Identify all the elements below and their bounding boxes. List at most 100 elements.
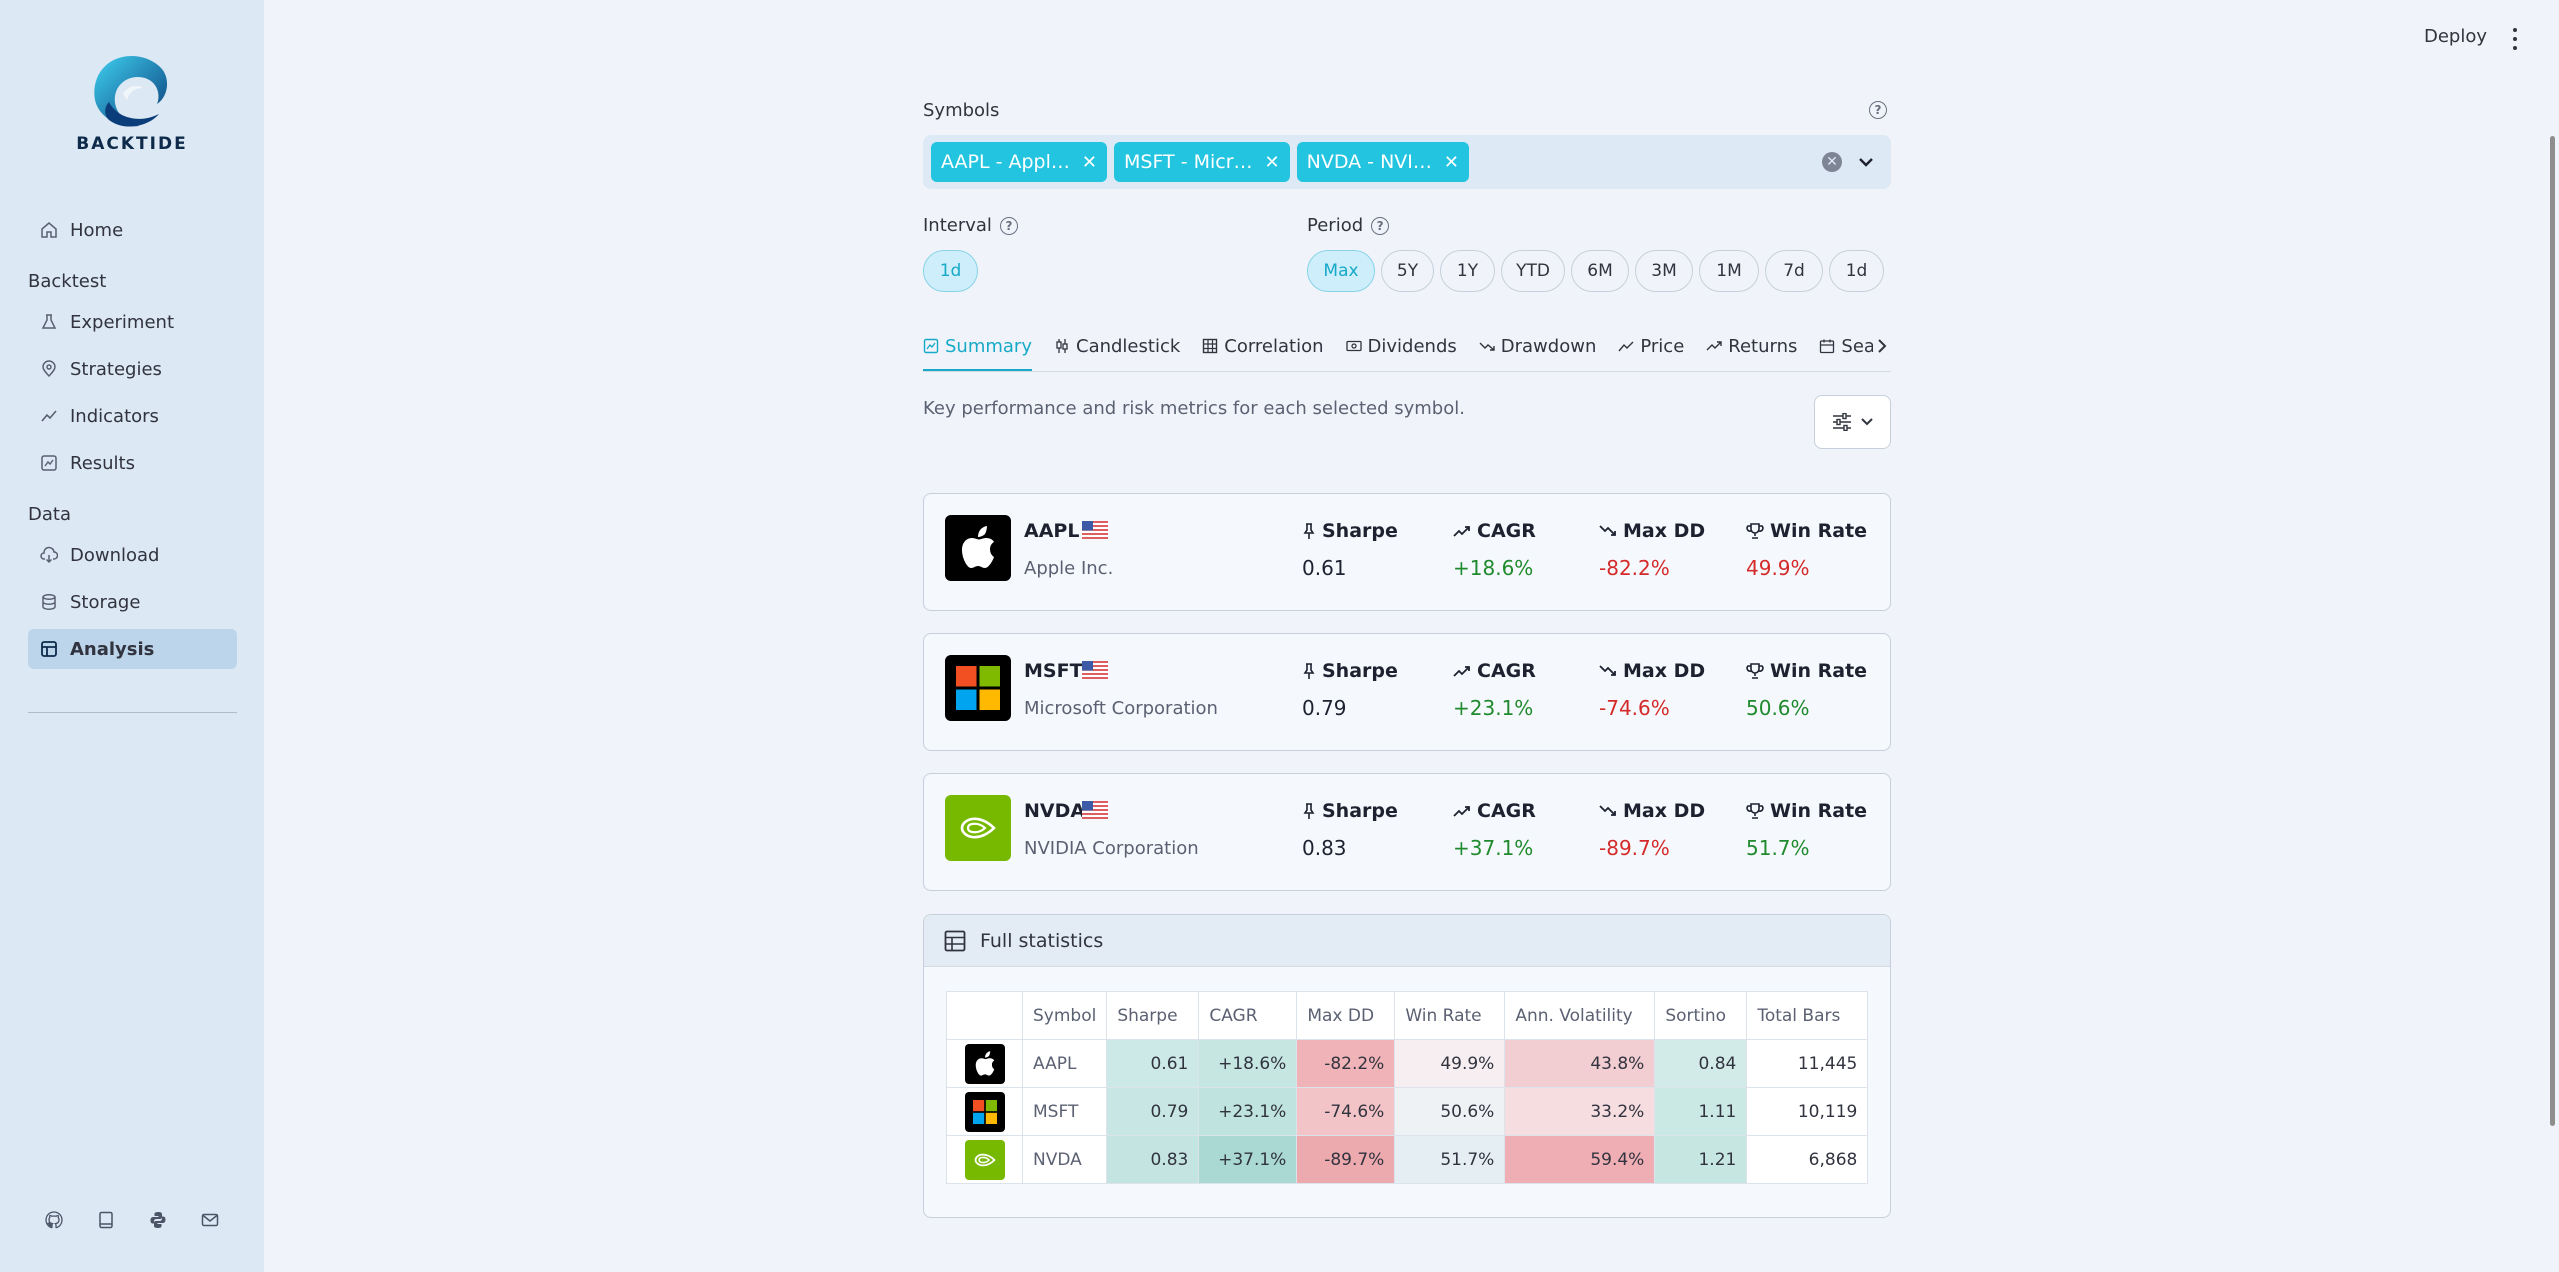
mail-icon[interactable] xyxy=(200,1210,220,1230)
metric-value: -74.6% xyxy=(1599,696,1670,720)
remove-tag-icon[interactable]: ✕ xyxy=(1081,151,1097,173)
clear-all-icon[interactable]: ✕ xyxy=(1822,152,1842,172)
table-row: AAPL 0.61 +18.6% -82.2% 49.9% 43.8% 0.84… xyxy=(946,1039,1869,1088)
candlestick-icon xyxy=(1054,338,1070,354)
analysis-tabs: Summary Candlestick Correlation Dividend… xyxy=(923,322,1891,372)
card-ticker: NVDA xyxy=(1024,800,1086,822)
metric-label: Win Rate xyxy=(1770,800,1868,822)
pin-icon xyxy=(1303,663,1315,679)
period-pill-1d[interactable]: 1d xyxy=(1829,250,1884,292)
table-header[interactable]: Symbol xyxy=(1021,991,1108,1040)
trend-down-icon xyxy=(1599,525,1616,536)
help-icon[interactable]: ? xyxy=(1371,216,1390,235)
chevron-down-icon[interactable] xyxy=(1855,151,1877,173)
table-cell: 0.84 xyxy=(1654,1039,1748,1088)
tab-price[interactable]: Price xyxy=(1618,322,1684,370)
scrollbar[interactable] xyxy=(2550,136,2555,1126)
period-pill-6m[interactable]: 6M xyxy=(1571,250,1629,292)
period-pill-7d[interactable]: 7d xyxy=(1765,250,1823,292)
table-header[interactable]: Ann. Volatility xyxy=(1504,991,1656,1040)
period-pill-1m[interactable]: 1M xyxy=(1699,250,1759,292)
period-pill-max[interactable]: Max xyxy=(1307,250,1375,292)
metric-value: 0.61 xyxy=(1302,556,1347,580)
period-pill-1y[interactable]: 1Y xyxy=(1440,250,1495,292)
tab-seasonality[interactable]: Seasonali xyxy=(1819,322,1873,370)
deploy-button[interactable]: Deploy xyxy=(2424,26,2488,47)
database-icon xyxy=(40,593,58,611)
brand-logo[interactable]: BACKTIDE xyxy=(70,52,194,154)
metric-win-rate: Win Rate 51.7% xyxy=(1746,800,1867,860)
nav-section-backtest: Backtest xyxy=(28,270,107,292)
sidebar-nav: Home Backtest Experiment Strategies Indi… xyxy=(28,210,237,676)
sidebar-item-analysis[interactable]: Analysis xyxy=(28,629,237,669)
metric-label: Max DD xyxy=(1623,520,1706,542)
tab-drawdown[interactable]: Drawdown xyxy=(1479,322,1597,370)
tag-label: AAPL - Appl… xyxy=(941,151,1070,173)
period-pill-5y[interactable]: 5Y xyxy=(1381,250,1434,292)
table-header[interactable] xyxy=(946,991,1023,1040)
table-cell: MSFT xyxy=(1021,1087,1108,1136)
table-header[interactable]: CAGR xyxy=(1198,991,1298,1040)
columns-filter-button[interactable] xyxy=(1814,395,1891,449)
card-company-name: Apple Inc. xyxy=(1024,558,1114,579)
table-header[interactable]: Total Bars xyxy=(1746,991,1869,1040)
tab-summary[interactable]: Summary xyxy=(923,322,1032,371)
sidebar-item-results[interactable]: Results xyxy=(28,443,237,483)
pin-icon xyxy=(1303,803,1315,819)
full-statistics-header[interactable]: Full statistics xyxy=(924,915,1890,967)
metric-win-rate: Win Rate 50.6% xyxy=(1746,660,1867,720)
apple-logo-icon xyxy=(945,515,1011,581)
microsoft-logo-icon xyxy=(964,1091,1005,1132)
tab-dividends[interactable]: Dividends xyxy=(1345,322,1457,370)
tab-label: Drawdown xyxy=(1500,335,1597,357)
nvidia-logo-icon xyxy=(945,795,1011,861)
period-pill-3m[interactable]: 3M xyxy=(1635,250,1693,292)
table-header[interactable]: Sharpe xyxy=(1106,991,1200,1040)
trend-up-icon xyxy=(1706,338,1722,354)
help-icon[interactable]: ? xyxy=(999,216,1018,235)
table-header[interactable]: Max DD xyxy=(1296,991,1396,1040)
analysis-table-icon xyxy=(40,640,58,658)
github-icon[interactable] xyxy=(44,1210,64,1230)
sidebar-item-experiment[interactable]: Experiment xyxy=(28,302,237,342)
sidebar-footer xyxy=(44,1210,220,1230)
table-header[interactable]: Sortino xyxy=(1654,991,1748,1040)
sidebar-item-indicators[interactable]: Indicators xyxy=(28,396,237,436)
sidebar-item-download[interactable]: Download xyxy=(28,535,237,575)
chevron-right-icon[interactable] xyxy=(1873,336,1891,356)
book-icon[interactable] xyxy=(96,1210,116,1230)
remove-tag-icon[interactable]: ✕ xyxy=(1264,151,1280,173)
tag-label: NVDA - NVI… xyxy=(1306,151,1432,173)
remove-tag-icon[interactable]: ✕ xyxy=(1443,151,1459,173)
card-company-name: NVIDIA Corporation xyxy=(1024,838,1199,859)
sidebar-item-home[interactable]: Home xyxy=(28,210,237,250)
trophy-icon xyxy=(1746,523,1764,539)
table-header[interactable]: Win Rate xyxy=(1394,991,1506,1040)
nvidia-logo-icon xyxy=(964,1139,1005,1180)
tab-returns[interactable]: Returns xyxy=(1706,322,1797,370)
main-menu-icon[interactable] xyxy=(2509,28,2521,50)
metric-value: +37.1% xyxy=(1453,836,1534,860)
sidebar-item-label: Home xyxy=(70,219,124,241)
table-cell: -82.2% xyxy=(1296,1039,1396,1088)
sidebar-item-label: Strategies xyxy=(70,358,162,380)
trend-down-icon xyxy=(1479,338,1495,354)
metric-value: 50.6% xyxy=(1746,696,1810,720)
sidebar-item-strategies[interactable]: Strategies xyxy=(28,349,237,389)
tag-label: MSFT - Micr… xyxy=(1124,151,1253,173)
symbols-multiselect[interactable]: AAPL - Appl… ✕ MSFT - Micr… ✕ NVDA - NVI… xyxy=(923,135,1891,189)
interval-pill-1d[interactable]: 1d xyxy=(923,250,978,292)
tab-candlestick[interactable]: Candlestick xyxy=(1054,322,1180,370)
sidebar-item-label: Storage xyxy=(70,591,141,613)
tab-correlation[interactable]: Correlation xyxy=(1202,322,1324,370)
table-cell: 0.61 xyxy=(1106,1039,1200,1088)
table-cell-logo xyxy=(946,1039,1023,1088)
python-icon[interactable] xyxy=(148,1210,168,1230)
metric-value: 51.7% xyxy=(1746,836,1810,860)
table-row: MSFT 0.79 +23.1% -74.6% 50.6% 33.2% 1.11… xyxy=(946,1087,1869,1136)
period-pill-ytd[interactable]: YTD xyxy=(1501,250,1565,292)
table-cell: 1.21 xyxy=(1654,1135,1748,1184)
metric-value: -89.7% xyxy=(1599,836,1670,860)
sidebar-item-storage[interactable]: Storage xyxy=(28,582,237,622)
help-icon[interactable]: ? xyxy=(1869,101,1887,119)
